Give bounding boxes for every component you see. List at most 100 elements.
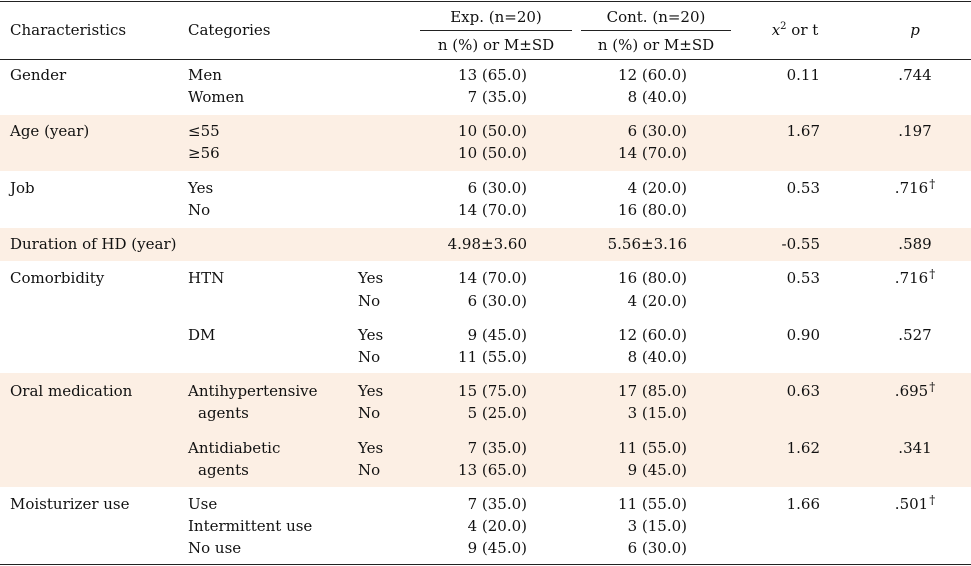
cat-antidiabetic: Antidiabetic	[188, 439, 281, 457]
p-value: .501†	[880, 493, 950, 516]
row-label-moisturizer: Moisturizer use	[10, 495, 130, 513]
exp-value: 6 (30.0)	[467, 292, 527, 310]
header-exp-group: Exp. (n=20)	[450, 8, 542, 26]
stat-value: 1.62	[786, 439, 820, 457]
cont-value: 11 (55.0)	[618, 495, 687, 513]
sub-yes: Yes	[358, 439, 384, 457]
cont-value: 8 (40.0)	[627, 348, 687, 366]
stat-value: 0.11	[786, 66, 820, 84]
header-p-label: p	[910, 21, 920, 39]
cat-age-ge56: ≥56	[188, 144, 220, 162]
stat-value: 0.53	[786, 179, 820, 197]
row-label-duration: Duration of HD (year)	[10, 235, 177, 253]
exp-value: 15 (75.0)	[458, 382, 527, 400]
exp-value: 14 (70.0)	[458, 201, 527, 219]
p-value: .744	[898, 66, 932, 84]
cat-dm: DM	[188, 326, 216, 344]
cat-no-use: No use	[188, 539, 242, 557]
row-band-age	[0, 115, 971, 171]
cont-value: 5.56±3.16	[607, 235, 687, 253]
dagger-mark: †	[929, 380, 936, 394]
header-rule	[0, 59, 971, 60]
header-exp-sub: n (%) or M±SD	[437, 36, 555, 54]
cont-value: 3 (15.0)	[627, 517, 687, 535]
stat-value: 1.66	[786, 495, 820, 513]
header-stat-sup: 2	[780, 21, 787, 32]
cont-value: 11 (55.0)	[618, 439, 687, 457]
cat-antidiabetic-line2: agents	[198, 461, 249, 479]
exp-value: 14 (70.0)	[458, 269, 527, 287]
top-rule	[0, 1, 971, 2]
header-characteristics: Characteristics	[10, 21, 127, 39]
row-label-comorbidity: Comorbidity	[10, 269, 105, 287]
cat-antihypertensive-line2: agents	[198, 404, 249, 422]
p-number: .716	[894, 179, 929, 197]
header-categories: Categories	[188, 21, 271, 39]
row-label-gender: Gender	[10, 66, 67, 84]
sub-no: No	[358, 461, 381, 479]
p-value: .341	[898, 439, 932, 457]
p-value: .695†	[880, 380, 950, 403]
cont-value: 3 (15.0)	[627, 404, 687, 422]
row-band-oral	[0, 373, 971, 487]
header-stat-symbol: x	[771, 21, 781, 39]
dagger-mark: †	[929, 177, 936, 191]
exp-value: 11 (55.0)	[458, 348, 527, 366]
cont-value: 6 (30.0)	[627, 539, 687, 557]
cat-yes: Yes	[188, 179, 214, 197]
exp-value: 13 (65.0)	[458, 66, 527, 84]
cont-value: 9 (45.0)	[627, 461, 687, 479]
cat-intermittent-use: Intermittent use	[188, 517, 313, 535]
p-number: .716	[894, 269, 929, 287]
header-p: p	[880, 19, 950, 41]
cont-value: 17 (85.0)	[618, 382, 687, 400]
cont-value: 12 (60.0)	[618, 326, 687, 344]
cat-htn: HTN	[188, 269, 225, 287]
cat-antihypertensive: Antihypertensive	[188, 382, 318, 400]
header-stat-suffix: or t	[786, 21, 819, 39]
cont-value: 16 (80.0)	[618, 201, 687, 219]
p-value: .716†	[880, 177, 950, 200]
exp-group-underline	[420, 30, 572, 31]
exp-value: 10 (50.0)	[458, 144, 527, 162]
header-cont-sub: n (%) or M±SD	[597, 36, 715, 54]
dagger-mark: †	[929, 267, 936, 281]
sub-yes: Yes	[358, 382, 384, 400]
cont-value: 4 (20.0)	[627, 179, 687, 197]
stat-value: 0.90	[786, 326, 820, 344]
stat-value: 0.53	[786, 269, 820, 287]
stat-value: 1.67	[786, 122, 820, 140]
exp-value: 7 (35.0)	[467, 439, 527, 457]
exp-value: 13 (65.0)	[458, 461, 527, 479]
dagger-mark: †	[929, 493, 936, 507]
cont-value: 6 (30.0)	[627, 122, 687, 140]
sub-yes: Yes	[358, 326, 384, 344]
cont-value: 8 (40.0)	[627, 88, 687, 106]
exp-value: 9 (45.0)	[467, 539, 527, 557]
cont-value: 14 (70.0)	[618, 144, 687, 162]
p-number: .501	[894, 495, 929, 513]
cat-age-le55: ≤55	[188, 122, 220, 140]
p-value: .527	[898, 326, 932, 344]
exp-value: 7 (35.0)	[467, 88, 527, 106]
cont-group-underline	[581, 30, 731, 31]
row-label-age: Age (year)	[10, 122, 90, 140]
exp-value: 5 (25.0)	[467, 404, 527, 422]
p-value: .716†	[880, 267, 950, 290]
row-label-oral-medication: Oral medication	[10, 382, 133, 400]
p-value: .197	[898, 122, 932, 140]
stat-value: 0.63	[786, 382, 820, 400]
cat-use: Use	[188, 495, 218, 513]
exp-value: 9 (45.0)	[467, 326, 527, 344]
cont-value: 4 (20.0)	[627, 292, 687, 310]
sub-no: No	[358, 404, 381, 422]
exp-value: 7 (35.0)	[467, 495, 527, 513]
stat-value: -0.55	[781, 235, 820, 253]
exp-value: 4.98±3.60	[447, 235, 527, 253]
sub-no: No	[358, 292, 381, 310]
header-stat: x2 or t	[760, 19, 830, 41]
exp-value: 10 (50.0)	[458, 122, 527, 140]
row-band-duration	[0, 228, 971, 261]
sub-no: No	[358, 348, 381, 366]
